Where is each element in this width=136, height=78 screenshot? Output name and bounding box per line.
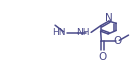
Text: O: O (98, 52, 107, 62)
Text: O: O (114, 36, 122, 46)
Text: N: N (105, 13, 113, 23)
Text: HN: HN (52, 28, 66, 38)
Text: NH: NH (76, 28, 89, 38)
